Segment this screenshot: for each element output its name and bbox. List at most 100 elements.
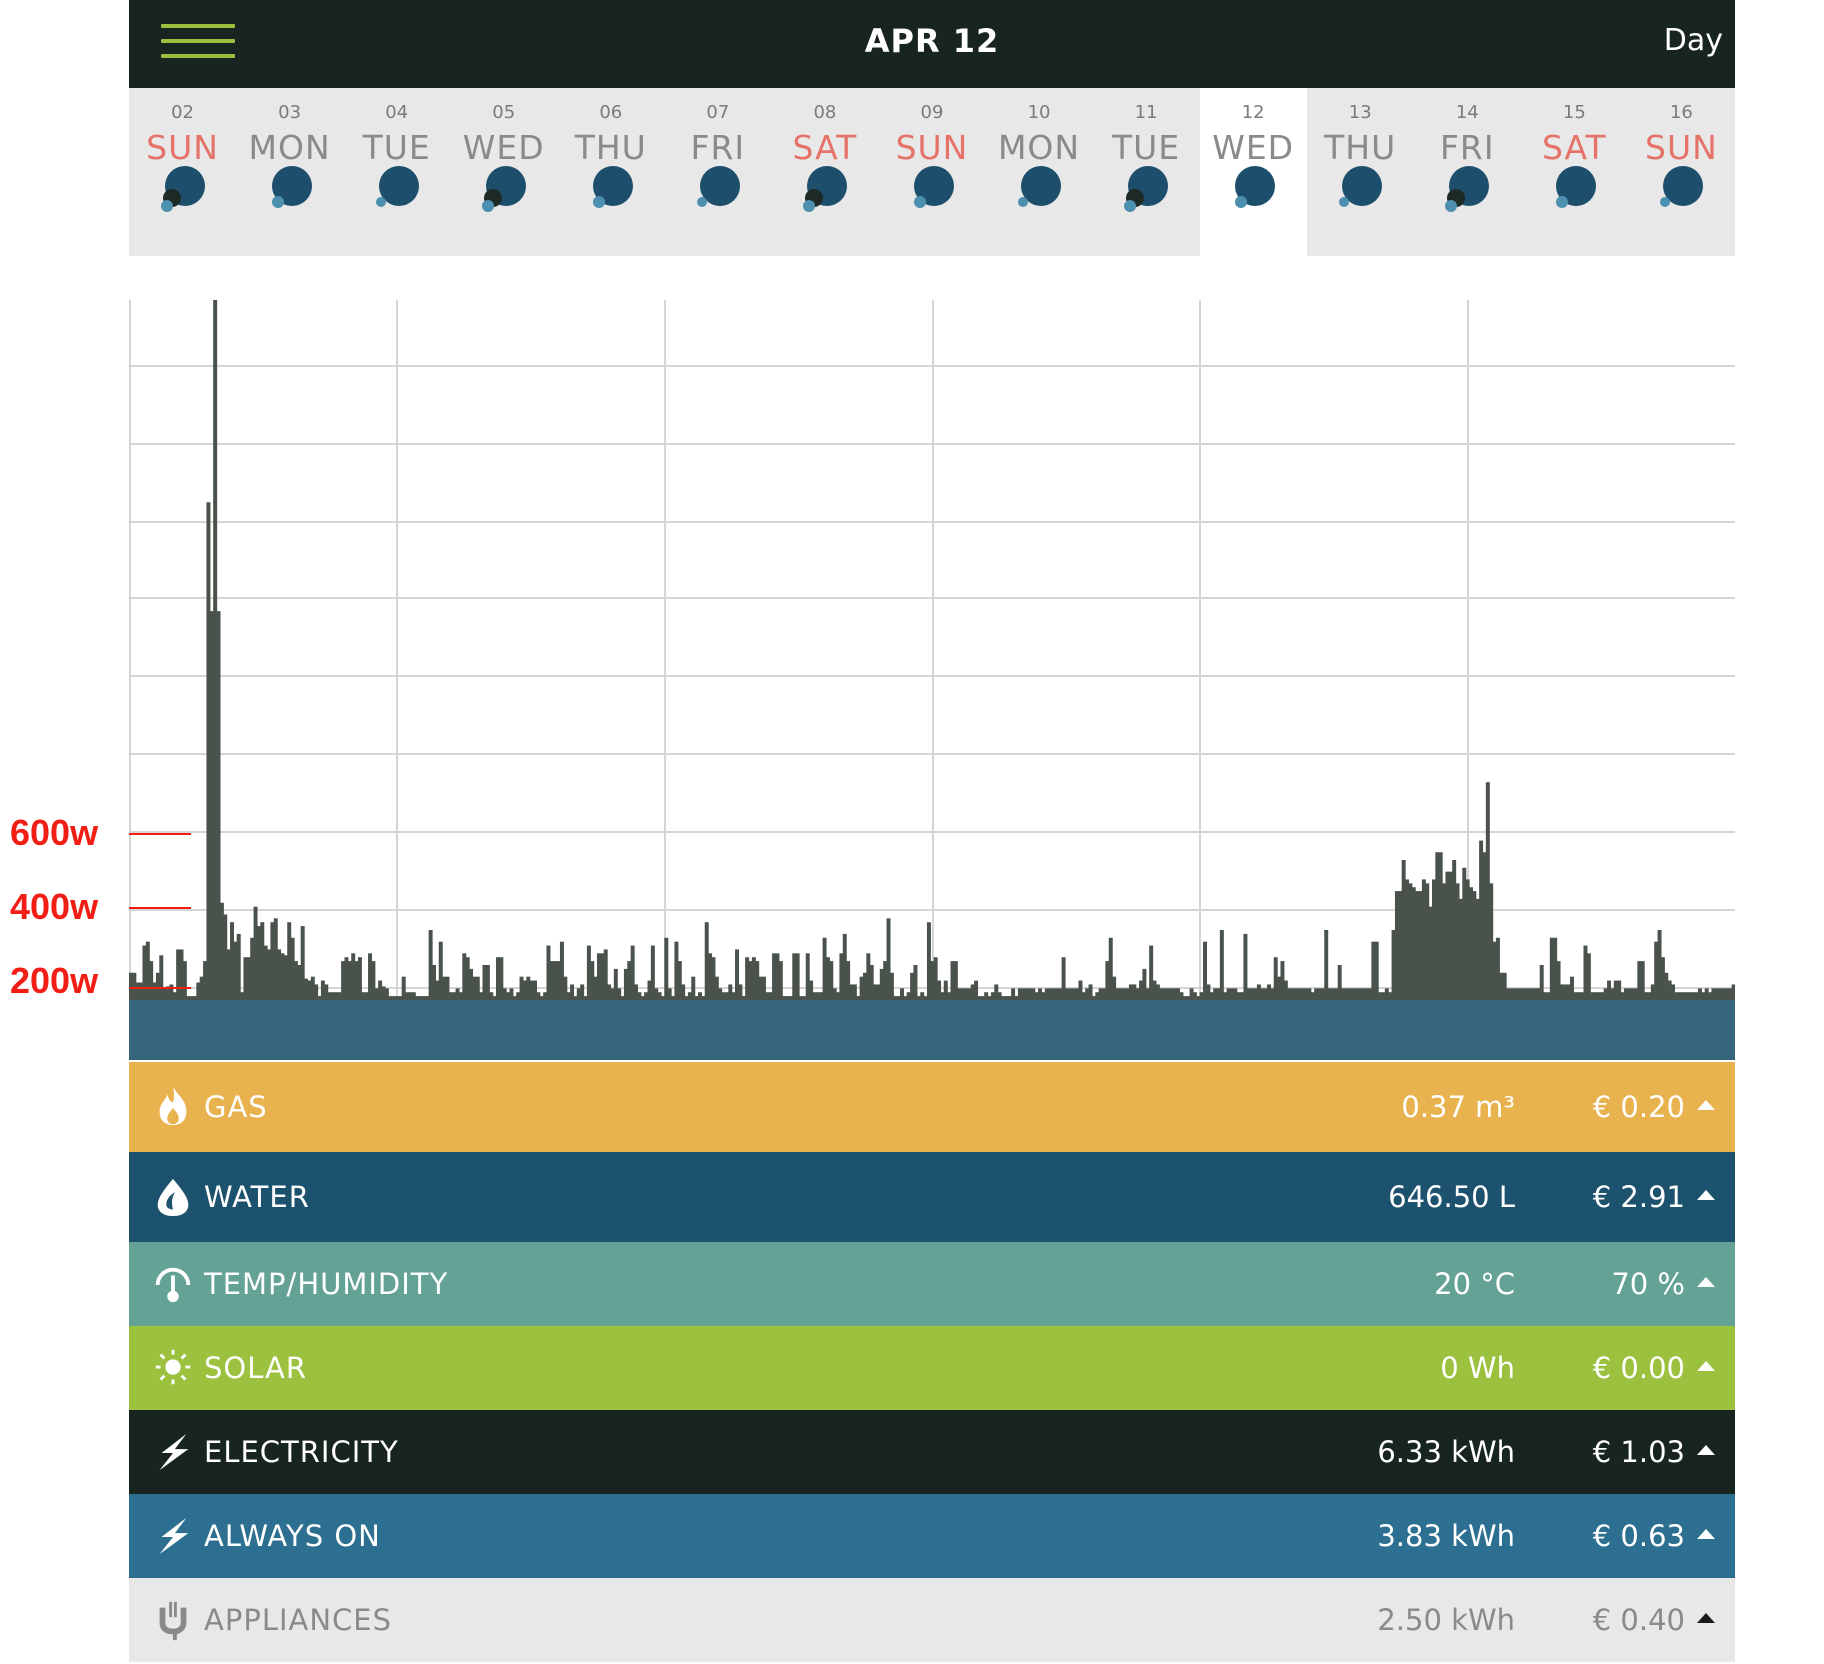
day-tab-16[interactable]: 16 SUN <box>1628 88 1735 256</box>
power-bar <box>489 992 494 1000</box>
range-selector[interactable]: Day <box>1663 23 1723 58</box>
metric-row-water[interactable]: WATER 646.50 L € 2.91 <box>129 1152 1735 1242</box>
power-bar <box>1280 961 1285 1000</box>
power-bar <box>1671 984 1675 1000</box>
power-bar <box>347 961 352 1000</box>
day-tab-15[interactable]: 15 SAT <box>1521 88 1628 256</box>
power-bar <box>677 961 682 1000</box>
metric-row-gas[interactable]: GAS 0.37 m³ € 0.20 <box>129 1062 1735 1152</box>
power-bar <box>1236 992 1241 1000</box>
day-tab-09[interactable]: 09 SUN <box>878 88 985 256</box>
power-bar <box>1485 782 1490 1000</box>
power-bar <box>1536 988 1541 1000</box>
metric-row-solar[interactable]: SOLAR 0 Wh € 0.00 <box>129 1326 1735 1410</box>
day-strip: 02 SUN 03 MON 04 TUE 05 WED 06 THU 07 FRI 08 SAT 09 SUN… <box>129 88 1735 256</box>
power-bar <box>452 992 457 1000</box>
power-bar <box>647 980 652 1000</box>
usage-indicator-icon <box>1235 166 1276 208</box>
day-tab-14[interactable]: 14 FRI <box>1414 88 1521 256</box>
day-tab-05[interactable]: 05 WED <box>450 88 557 256</box>
day-tab-04[interactable]: 04 TUE <box>343 88 450 256</box>
power-bar <box>1169 988 1174 1000</box>
expand-caret-icon[interactable] <box>1697 1190 1715 1200</box>
metric-row-always_on[interactable]: ALWAYS ON 3.83 kWh € 0.63 <box>129 1494 1735 1578</box>
power-bar <box>751 957 756 1000</box>
day-number: 09 <box>920 102 944 123</box>
day-tab-03[interactable]: 03 MON <box>236 88 343 256</box>
power-bar <box>1041 992 1046 1000</box>
day-tab-11[interactable]: 11 TUE <box>1093 88 1200 256</box>
power-bar <box>1455 883 1460 1000</box>
power-bar <box>1108 937 1113 1000</box>
day-number: 13 <box>1348 102 1372 123</box>
power-bar <box>506 992 511 1000</box>
power-bar <box>1364 988 1369 1000</box>
day-tab-13[interactable]: 13 THU <box>1307 88 1414 256</box>
power-bar <box>1327 988 1332 1000</box>
power-bar <box>1071 988 1076 1000</box>
power-bar <box>900 988 904 1000</box>
power-bar <box>1166 988 1170 1000</box>
power-bar <box>997 992 1002 1000</box>
metric-row-electricity[interactable]: ELECTRICITY 6.33 kWh € 1.03 <box>129 1410 1735 1494</box>
power-bar <box>1630 988 1635 1000</box>
power-bar <box>1516 988 1521 1000</box>
usage-indicator-icon <box>1556 166 1597 208</box>
power-bar <box>1125 988 1130 1000</box>
day-tab-07[interactable]: 07 FRI <box>664 88 771 256</box>
power-bar <box>219 902 224 1000</box>
power-bar <box>1176 988 1181 1000</box>
power-bar <box>307 980 312 1000</box>
metric-value: 3.83 kWh <box>1377 1519 1515 1553</box>
power-bar <box>1711 988 1716 1000</box>
power-bar <box>1425 883 1430 1000</box>
expand-caret-icon[interactable] <box>1697 1100 1715 1110</box>
day-tab-10[interactable]: 10 MON <box>986 88 1093 256</box>
expand-caret-icon[interactable] <box>1697 1361 1715 1371</box>
power-bar <box>361 992 366 1000</box>
power-bar <box>812 992 817 1000</box>
power-bar <box>1576 992 1581 1000</box>
power-bar <box>1330 988 1335 1000</box>
usage-indicator-icon <box>1018 166 1062 207</box>
power-bar <box>1088 984 1093 1000</box>
power-bar <box>381 986 386 1000</box>
power-bar <box>260 922 265 1000</box>
power-bar <box>1004 996 1009 1000</box>
metric-row-temp[interactable]: TEMP/HUMIDITY 20 °C 70 % <box>129 1242 1735 1326</box>
power-bar <box>1448 871 1453 1000</box>
power-bar <box>230 922 234 1000</box>
power-bar <box>256 926 261 1000</box>
usage-indicator-icon <box>1339 166 1383 207</box>
usage-indicator-icon <box>696 166 740 207</box>
expand-caret-icon[interactable] <box>1697 1613 1715 1623</box>
power-bar <box>1078 980 1083 1000</box>
day-tab-08[interactable]: 08 SAT <box>771 88 878 256</box>
expand-caret-icon[interactable] <box>1697 1529 1715 1539</box>
power-bar <box>852 984 857 1000</box>
power-bar <box>378 980 383 1000</box>
metric-cost: € 0.40 <box>1592 1603 1685 1637</box>
day-tab-06[interactable]: 06 THU <box>557 88 664 256</box>
metric-row-appliances[interactable]: APPLIANCES 2.50 kWh € 0.40 <box>129 1578 1735 1662</box>
power-bar <box>1186 996 1191 1000</box>
usage-indicator-icon <box>1660 166 1704 207</box>
annotation-400w-mark <box>129 907 191 909</box>
power-bar <box>1027 988 1032 1000</box>
power-bar <box>879 968 884 1000</box>
day-tab-02[interactable]: 02 SUN <box>129 88 236 256</box>
power-bar <box>1361 988 1366 1000</box>
expand-caret-icon[interactable] <box>1697 1445 1715 1455</box>
hamburger-menu-icon[interactable] <box>161 24 235 60</box>
day-name: THU <box>574 128 647 167</box>
power-bar <box>300 926 305 1000</box>
day-tab-12[interactable]: 12 WED <box>1199 88 1307 256</box>
power-bar <box>1341 988 1346 1000</box>
power-bar <box>1647 992 1652 1000</box>
metric-cost: 70 % <box>1611 1267 1685 1301</box>
expand-caret-icon[interactable] <box>1697 1277 1715 1287</box>
power-bar <box>509 988 514 1000</box>
power-bar <box>479 992 484 1000</box>
power-bar <box>923 996 928 1000</box>
power-bar <box>240 992 245 1000</box>
